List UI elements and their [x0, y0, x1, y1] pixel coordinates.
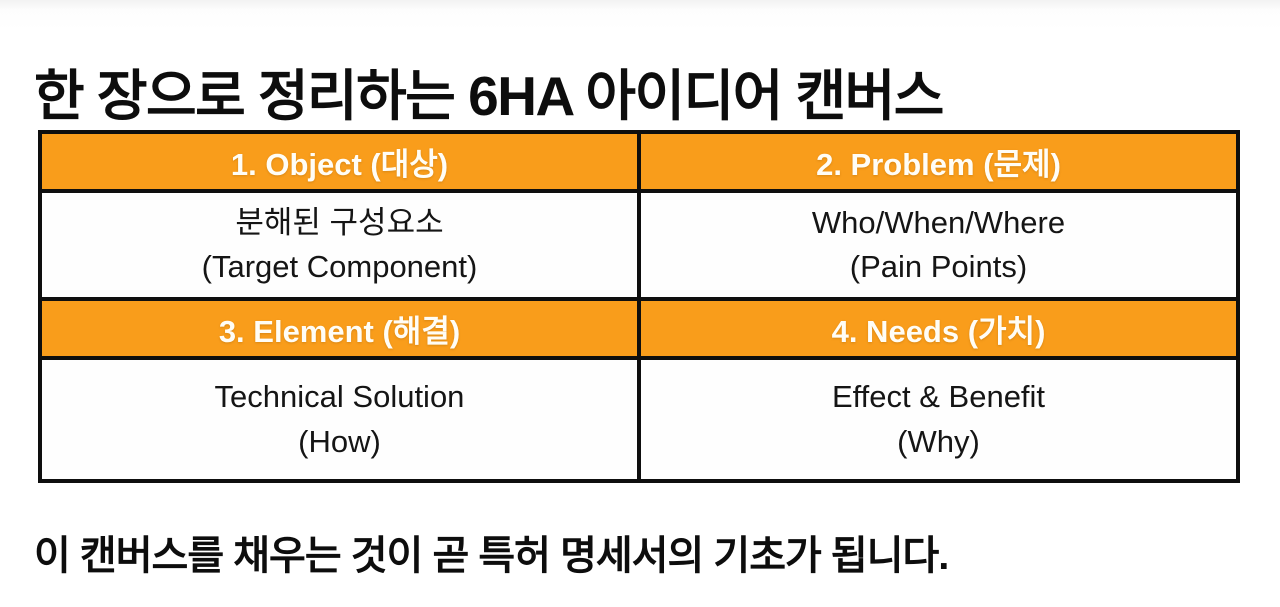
table-cell-element: Technical Solution (How): [42, 360, 637, 479]
table-cell-element-line2: (How): [298, 423, 381, 459]
table-cell-needs: Effect & Benefit (Why): [641, 360, 1236, 479]
table-cell-needs-line2: (Why): [897, 423, 980, 459]
table-header-needs: 4. Needs (가치): [641, 301, 1236, 356]
idea-canvas-table: 1. Object (대상) 2. Problem (문제) 분해된 구성요소 …: [38, 130, 1240, 483]
table-cell-problem: Who/When/Where (Pain Points): [641, 193, 1236, 297]
table-cell-element-line1: Technical Solution: [214, 379, 465, 415]
table-cell-object: 분해된 구성요소 (Target Component): [42, 193, 637, 297]
page-title: 한 장으로 정리하는 6HA 아이디어 캔버스: [34, 64, 944, 127]
table-cell-problem-line2: (Pain Points): [849, 249, 1028, 284]
footer-note: 이 캔버스를 채우는 것이 곧 특허 명세서의 기초가 됩니다.: [34, 534, 949, 578]
table-cell-object-line2: (Target Component): [201, 249, 478, 284]
table-cell-object-line1: 분해된 구성요소: [235, 204, 444, 240]
table-cell-needs-line1: Effect & Benefit: [831, 379, 1046, 415]
table-cell-problem-line1: Who/When/Where: [811, 204, 1066, 240]
table-header-problem: 2. Problem (문제): [641, 134, 1236, 189]
table-header-element: 3. Element (해결): [42, 301, 637, 356]
table-header-object: 1. Object (대상): [42, 134, 637, 189]
